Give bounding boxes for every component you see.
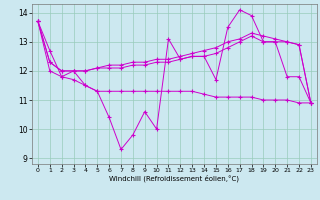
X-axis label: Windchill (Refroidissement éolien,°C): Windchill (Refroidissement éolien,°C) xyxy=(109,175,239,182)
